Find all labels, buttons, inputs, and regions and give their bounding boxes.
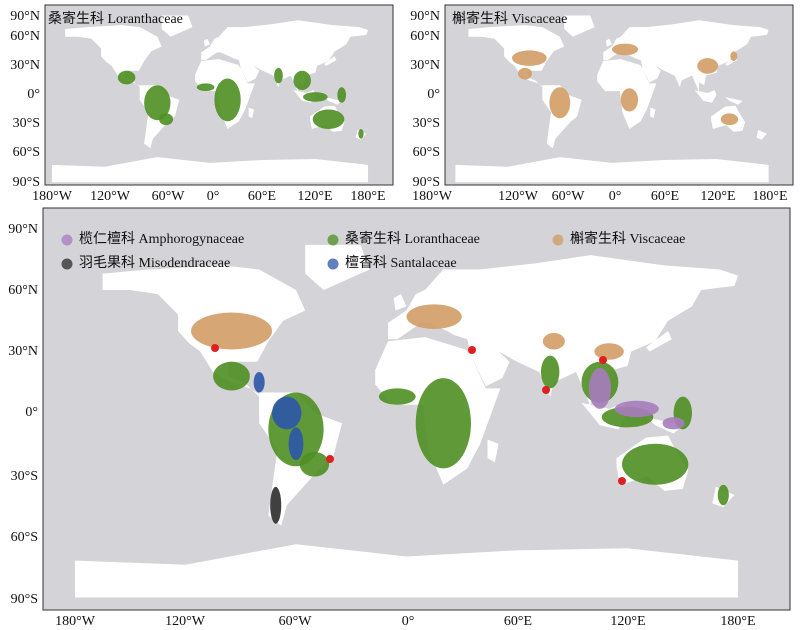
y-tick-label: 30°S [13, 116, 40, 131]
y-tick-label: 90°N [410, 9, 440, 24]
x-tick-label: 120°E [610, 614, 645, 629]
x-tick-label: 60°E [651, 189, 679, 204]
x-tick-label: 120°E [297, 189, 332, 204]
y-tick-label: 30°N [10, 58, 40, 73]
y-tick-label: 60°S [13, 145, 40, 160]
x-tick-label: 180°E [720, 614, 755, 629]
legend-label: 榄仁檀科 Amphorogynaceae [79, 230, 244, 247]
axis-ticks: 180°W 120°W 60°W 0° 60°E 120°E 180°E 90°N 60°N 30… [8, 9, 787, 629]
panel-title: 桑寄生科 Loranthaceae [48, 10, 183, 27]
y-tick-label: 90°S [11, 592, 38, 607]
y-tick-label: 60°N [410, 29, 440, 44]
x-tick-label: 120°W [165, 614, 206, 629]
x-tick-label: 180°W [412, 189, 453, 204]
legend-label: 檀香科 Santalaceae [345, 254, 457, 271]
x-tick-label: 120°E [700, 189, 735, 204]
legend-label: 桑寄生科 Loranthaceae [345, 230, 480, 247]
x-tick-label: 60°W [279, 614, 313, 629]
y-tick-label: 90°N [10, 9, 40, 24]
y-tick-label: 0° [27, 87, 40, 102]
x-tick-label: 0° [207, 189, 220, 204]
y-tick-label: 60°N [8, 283, 38, 298]
map [74, 244, 739, 598]
y-tick-label: 30°S [11, 469, 38, 484]
y-tick-label: 90°S [413, 175, 440, 190]
y-tick-label: 60°S [11, 530, 38, 545]
x-tick-label: 180°W [55, 614, 96, 629]
panel-title: 槲寄生科 Viscaceae [452, 10, 567, 27]
y-tick-label: 0° [25, 405, 38, 420]
x-tick-label: 180°W [32, 189, 73, 204]
legend-marker [327, 258, 339, 270]
legend-marker [61, 258, 73, 270]
x-tick-label: 180°E [752, 189, 787, 204]
y-tick-label: 60°S [413, 145, 440, 160]
y-tick-label: 30°N [410, 58, 440, 73]
y-tick-label: 90°S [13, 175, 40, 190]
x-tick-label: 180°E [350, 189, 385, 204]
legend-label: 羽毛果科 Misodendraceae [79, 255, 230, 271]
y-tick-label: 0° [427, 87, 440, 102]
legend-marker [61, 234, 73, 246]
legend: 榄仁檀科 Amphorogynaceae 桑寄生科 Loranthaceae 槲寄生… [61, 230, 685, 271]
x-tick-label: 60°W [152, 189, 186, 204]
y-tick-label: 60°N [10, 29, 40, 44]
legend-marker [552, 234, 564, 246]
x-tick-label: 60°E [248, 189, 276, 204]
x-tick-label: 120°W [498, 189, 539, 204]
x-tick-label: 0° [609, 189, 622, 204]
y-tick-label: 30°S [413, 116, 440, 131]
x-tick-label: 0° [402, 614, 415, 629]
y-tick-label: 30°N [8, 344, 38, 359]
y-tick-label: 90°N [8, 222, 38, 237]
x-tick-label: 60°W [552, 189, 586, 204]
x-tick-label: 60°E [504, 614, 532, 629]
legend-label: 槲寄生科 Viscaceae [570, 230, 685, 247]
x-tick-label: 120°W [90, 189, 131, 204]
legend-marker [327, 234, 339, 246]
